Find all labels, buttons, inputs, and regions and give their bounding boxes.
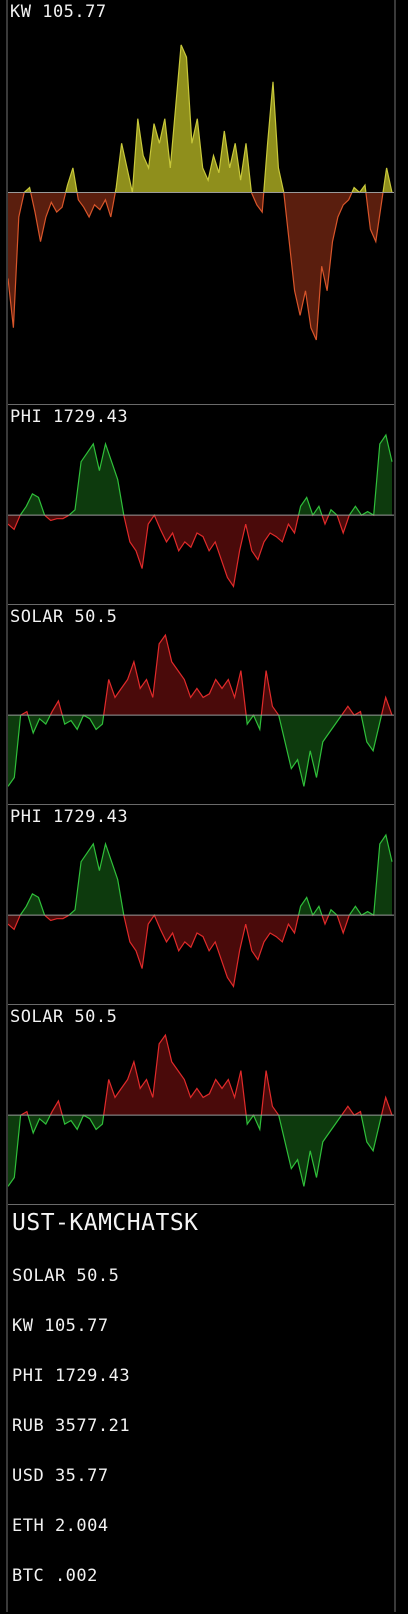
area-negative [8, 915, 374, 987]
area-negative [8, 192, 392, 340]
series-line-negative [8, 715, 393, 787]
panel-title: PHI 1729.43 [10, 407, 129, 427]
area-chart-solar-2 [8, 1033, 394, 1187]
area-negative [8, 515, 374, 587]
panel-divider [8, 1004, 394, 1005]
city-name: UST-KAMCHATSK [12, 1210, 199, 1236]
app-frame [6, 0, 396, 1612]
panel-title: SOLAR 50.5 [10, 1007, 118, 1027]
panel-title: KW 105.77 [10, 2, 107, 22]
area-positive [8, 1035, 392, 1116]
summary-row-solar: SOLAR 50.5 [12, 1266, 120, 1286]
series-line-negative [8, 515, 375, 588]
panel-divider [8, 1204, 394, 1205]
summary-row-btc: BTC .002 [12, 1566, 98, 1586]
summary-row-phi: PHI 1729.43 [12, 1366, 131, 1386]
area-negative [8, 1115, 392, 1187]
area-chart-solar [8, 633, 394, 787]
window-edge [0, 0, 6, 1614]
area-chart-phi [8, 433, 394, 588]
panel-divider [8, 404, 394, 405]
chart-panel-solar-2: SOLAR 50.5 [8, 1005, 394, 1204]
series-line-positive [19, 433, 393, 516]
panel-divider [8, 604, 394, 605]
summary-row-rub: RUB 3577.21 [12, 1416, 131, 1436]
chart-panel-solar: SOLAR 50.5 [8, 605, 394, 804]
panel-title: PHI 1729.43 [10, 807, 129, 827]
panel-divider [8, 804, 394, 805]
area-positive [8, 835, 392, 916]
series-line-positive [19, 833, 393, 916]
area-positive [8, 635, 392, 716]
series-line-positive [19, 633, 393, 716]
chart-panel-phi: PHI 1729.43 [8, 405, 394, 604]
area-chart-phi-2 [8, 833, 394, 988]
chart-panel-phi-2: PHI 1729.43 [8, 805, 394, 1004]
series-line-negative [8, 915, 375, 988]
series-line-negative [8, 1115, 393, 1187]
area-negative [8, 715, 392, 787]
area-positive [8, 435, 392, 516]
area-chart-kw [8, 44, 394, 341]
chart-panel-kw: KW 105.77 [8, 0, 394, 404]
area-positive [8, 44, 392, 193]
summary-row-usd: USD 35.77 [12, 1466, 109, 1486]
series-line-positive [23, 44, 393, 193]
panel-title: SOLAR 50.5 [10, 607, 118, 627]
summary-row-eth: ETH 2.004 [12, 1516, 109, 1536]
series-line-positive [19, 1033, 393, 1116]
series-line-negative [8, 192, 393, 341]
summary-row-kw: KW 105.77 [12, 1316, 109, 1336]
